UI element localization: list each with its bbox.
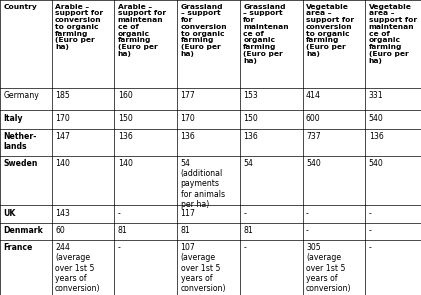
Text: 150: 150 (243, 114, 258, 123)
Text: Grassland
– support
for
conversion
to organic
farming
(Euro per
ha): Grassland – support for conversion to or… (181, 4, 227, 57)
Text: 54: 54 (243, 159, 253, 168)
Text: -: - (243, 209, 246, 218)
Text: Nether-
lands: Nether- lands (3, 132, 37, 151)
Text: Vegetable
area –
support for
conversion
to organic
farming
(Euro per
ha): Vegetable area – support for conversion … (306, 4, 354, 57)
Text: 117: 117 (181, 209, 195, 218)
Text: -: - (369, 209, 371, 218)
Text: 140: 140 (118, 159, 133, 168)
Text: 540: 540 (369, 159, 384, 168)
Text: 153: 153 (243, 91, 258, 100)
Text: 244
(average
over 1st 5
years of
conversion): 244 (average over 1st 5 years of convers… (55, 243, 101, 293)
Text: 170: 170 (181, 114, 195, 123)
Text: 160: 160 (118, 91, 133, 100)
Text: 81: 81 (243, 226, 253, 235)
Text: -: - (306, 209, 309, 218)
Text: Denmark: Denmark (3, 226, 43, 235)
Text: 143: 143 (55, 209, 70, 218)
Text: -: - (306, 226, 309, 235)
Text: France: France (3, 243, 33, 253)
Text: 737: 737 (306, 132, 320, 141)
Text: 81: 81 (118, 226, 128, 235)
Text: -: - (118, 243, 120, 253)
Text: 540: 540 (369, 114, 384, 123)
Text: 540: 540 (306, 159, 321, 168)
Text: 54
(additional
payments
for animals
per ha): 54 (additional payments for animals per … (181, 159, 225, 209)
Text: 140: 140 (55, 159, 70, 168)
Text: 331: 331 (369, 91, 384, 100)
Text: 305
(average
over 1st 5
years of
conversion): 305 (average over 1st 5 years of convers… (306, 243, 352, 293)
Text: 136: 136 (181, 132, 195, 141)
Text: -: - (243, 243, 246, 253)
Text: Sweden: Sweden (3, 159, 38, 168)
Text: 150: 150 (118, 114, 133, 123)
Text: 414: 414 (306, 91, 321, 100)
Text: -: - (369, 243, 371, 253)
Text: 147: 147 (55, 132, 70, 141)
Text: 136: 136 (118, 132, 133, 141)
Text: 107
(average
over 1st 5
years of
conversion): 107 (average over 1st 5 years of convers… (181, 243, 226, 293)
Text: Vegetable
area –
support for
maintenan
ce of
organic
farming
(Euro per
ha): Vegetable area – support for maintenan c… (369, 4, 417, 63)
Text: 136: 136 (369, 132, 384, 141)
Text: 60: 60 (55, 226, 65, 235)
Text: -: - (118, 209, 120, 218)
Text: 185: 185 (55, 91, 70, 100)
Text: Italy: Italy (3, 114, 23, 123)
Text: 170: 170 (55, 114, 70, 123)
Text: Arable –
support for
conversion
to organic
farming
(Euro per
ha): Arable – support for conversion to organ… (55, 4, 103, 50)
Text: 600: 600 (306, 114, 320, 123)
Text: -: - (369, 226, 371, 235)
Text: Country: Country (3, 4, 37, 9)
Text: Arable –
support for
maintenan
ce of
organic
farming
(Euro per
ha): Arable – support for maintenan ce of org… (118, 4, 166, 57)
Text: 177: 177 (181, 91, 195, 100)
Text: 81: 81 (181, 226, 190, 235)
Text: UK: UK (3, 209, 16, 218)
Text: 136: 136 (243, 132, 258, 141)
Text: Grassland
– support
for
maintenan
ce of
organic
farming
(Euro per
ha): Grassland – support for maintenan ce of … (243, 4, 289, 63)
Text: Germany: Germany (3, 91, 39, 100)
